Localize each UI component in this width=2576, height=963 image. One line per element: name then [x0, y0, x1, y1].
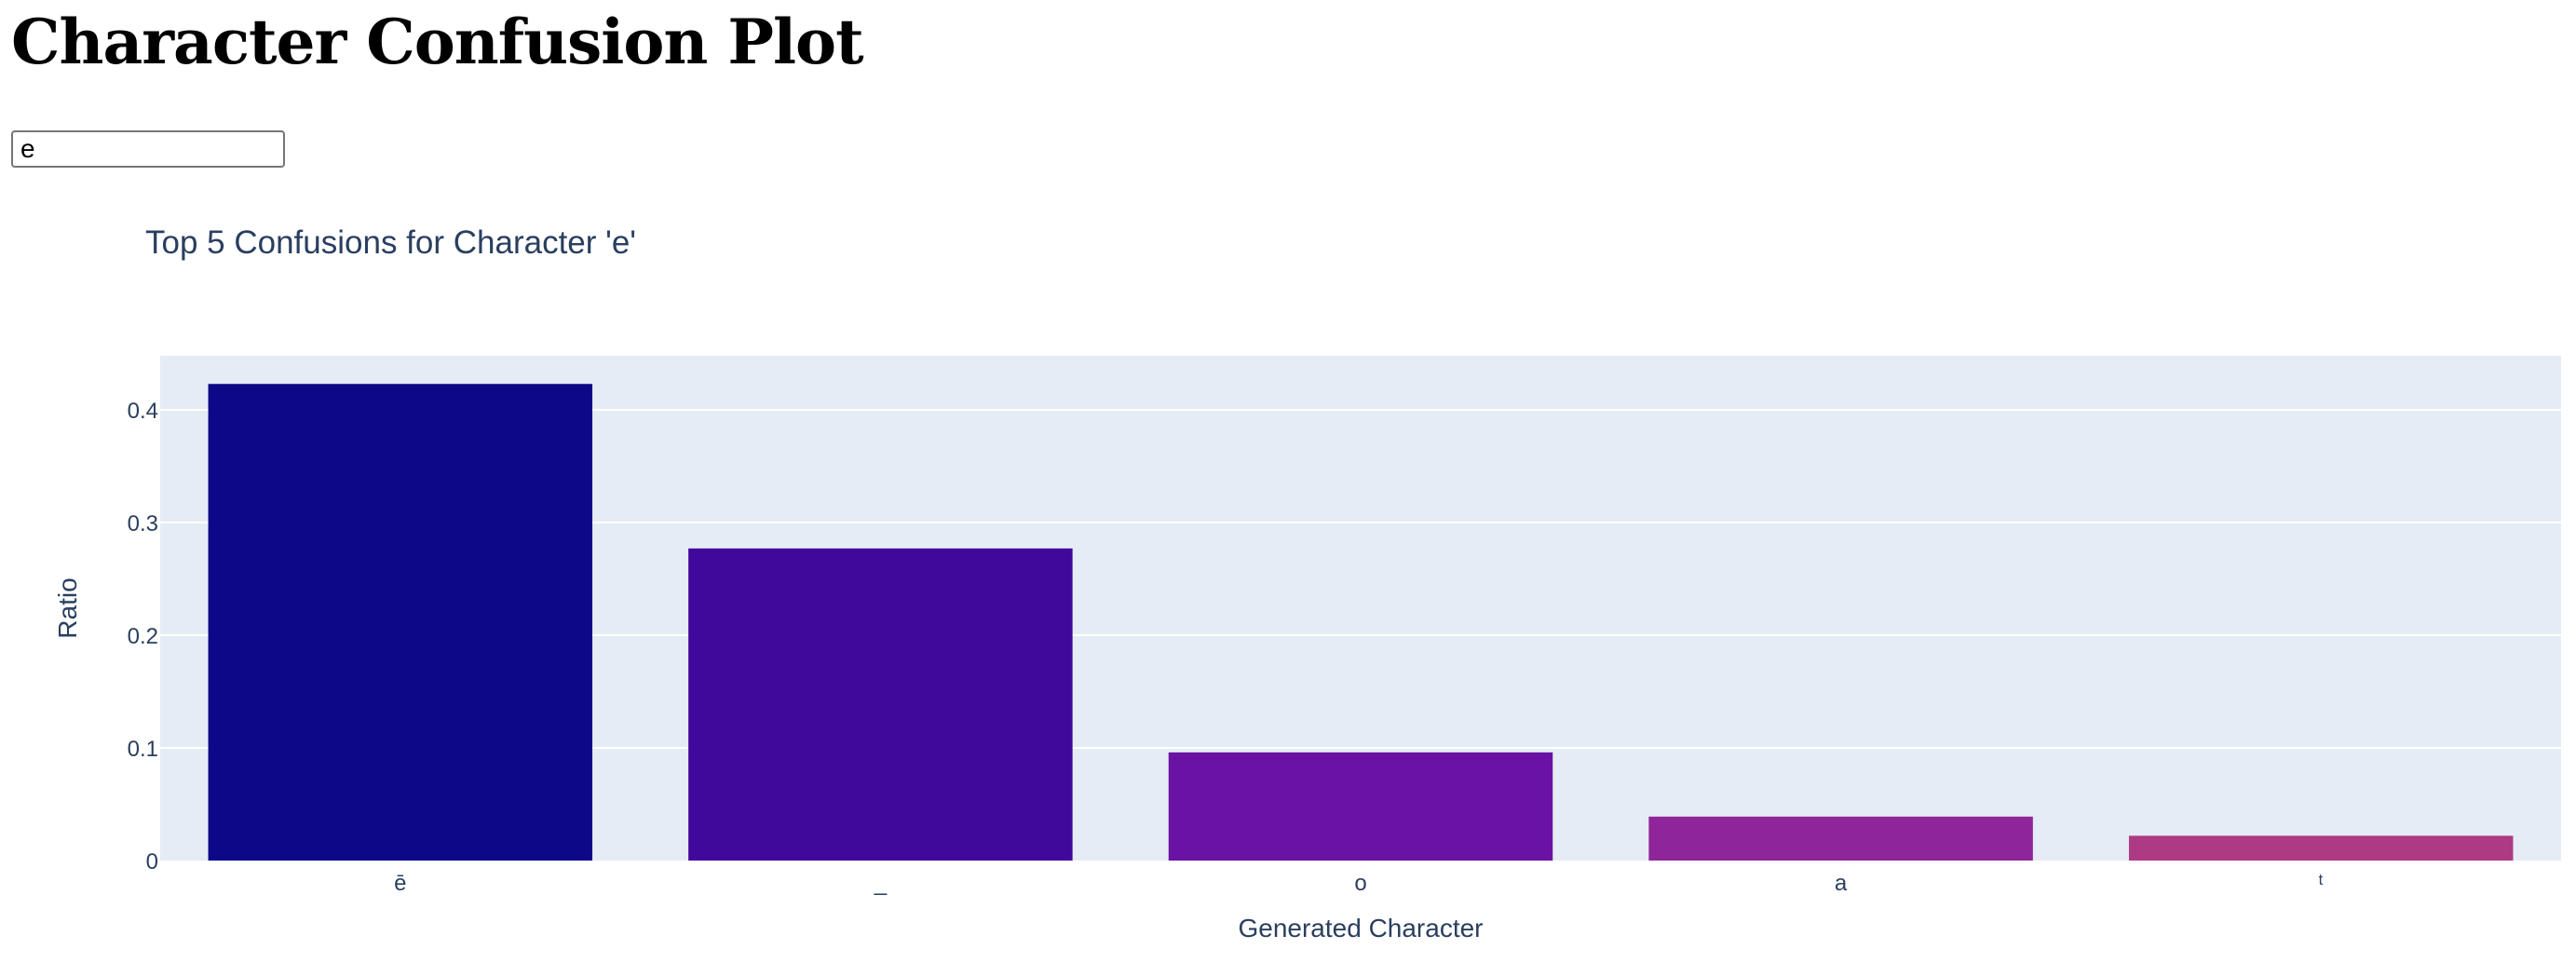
bar[interactable] — [2128, 835, 2514, 861]
x-tick-label: ē — [394, 871, 406, 896]
y-axis-label: Ratio — [53, 577, 82, 638]
y-tick-label: 0.3 — [128, 511, 158, 536]
bar[interactable] — [1168, 752, 1553, 861]
x-tick-label: o — [1354, 871, 1366, 896]
x-tick-labels: ē _ o a ᵗ — [394, 871, 2324, 896]
bar[interactable] — [208, 384, 593, 861]
x-tick-label: a — [1835, 871, 1848, 896]
bars — [208, 384, 2514, 861]
y-tick-label: 0 — [146, 849, 158, 875]
bar[interactable] — [1648, 816, 2033, 861]
x-tick-label: _ — [874, 871, 888, 896]
y-tick-label: 0.4 — [128, 399, 158, 424]
x-tick-label: ᵗ — [2319, 871, 2324, 896]
confusion-bar-chart: Top 5 Confusions for Character 'e' 00.10… — [53, 224, 2561, 943]
character-input[interactable] — [11, 130, 285, 168]
y-tick-label: 0.1 — [128, 737, 158, 762]
y-tick-labels: 0 0.1 0.2 0.3 0.4 — [128, 399, 158, 875]
x-axis-label: Generated Character — [1238, 914, 1483, 943]
y-tick-label: 0.2 — [128, 624, 158, 649]
bar[interactable] — [688, 548, 1073, 861]
chart-title: Top 5 Confusions for Character 'e' — [145, 224, 636, 261]
page-title: Character Confusion Plot — [11, 6, 864, 78]
